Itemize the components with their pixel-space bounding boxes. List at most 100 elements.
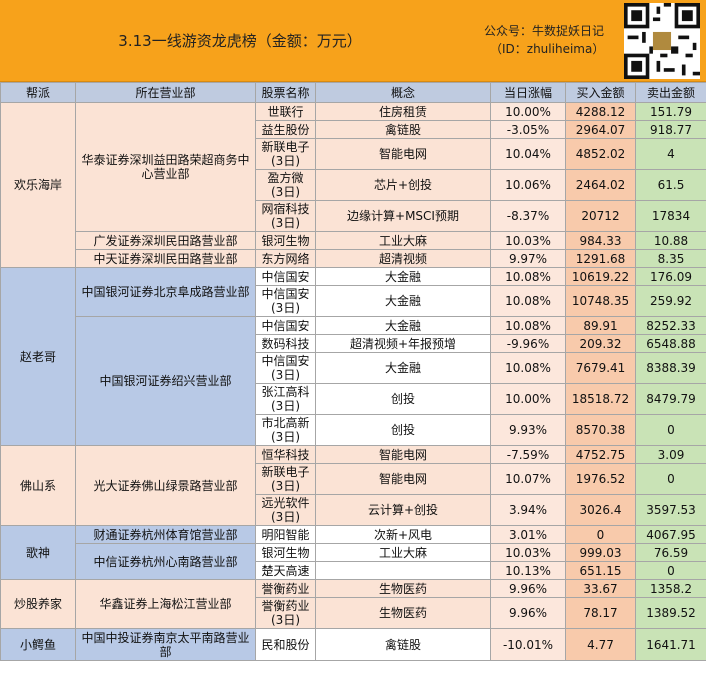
concept: 禽链股: [315, 120, 491, 139]
sell-amount: 61.5: [635, 169, 706, 201]
buy-amount: 89.91: [565, 316, 636, 335]
sell-amount: 3.09: [635, 445, 706, 464]
table-row: 中国银河证券绍兴营业部 中信国安 大金融 10.08% 89.91 8252.33: [1, 316, 706, 446]
account-name: 公众号：牛数捉妖日记: [484, 24, 605, 38]
change: 9.96%: [490, 579, 566, 598]
concept: 创投: [315, 414, 491, 446]
concept: 超清视频+年报预增: [315, 334, 491, 353]
faction: 赵老哥: [0, 267, 76, 446]
sell-amount: 176.09: [635, 267, 706, 286]
branch: 中国银河证券绍兴营业部: [75, 316, 256, 446]
stock-period: (3日): [271, 154, 300, 168]
sell-amount: 4: [635, 138, 706, 170]
faction: 佛山系: [0, 445, 76, 526]
stock-cell: 远光软件 (3日): [255, 494, 316, 526]
concept: 超清视频: [315, 249, 491, 268]
change: 9.96%: [490, 597, 566, 629]
stock-name: 恒华科技: [261, 447, 310, 462]
concept-text: 禽链股: [384, 122, 421, 137]
stock-period: (3日): [271, 510, 300, 524]
buy-amount: 33.67: [565, 579, 636, 598]
change: 3.94%: [490, 494, 566, 526]
concept-text: 工业大麻: [378, 233, 427, 248]
table-row: 市北高新 (3日) 创投 9.93% 8570.38 0: [1, 414, 706, 446]
change: 9.97%: [490, 249, 566, 268]
sell-amount: 76.59: [635, 543, 706, 562]
sell-amount: 6548.88: [635, 334, 706, 353]
table-body: 欢乐海岸 华泰证券深圳益田路荣超商务中心营业部 世联行 住房租赁 10.00% 4288.…: [0, 102, 706, 661]
concept-text: 芯片+创投: [373, 178, 433, 192]
change: -10.01%: [490, 628, 566, 661]
concept: 边缘计算+MSCI预期: [315, 200, 491, 232]
table-row: 歌神 财通证券杭州体育馆营业部 明阳智能 次新+风电 3.01% 0 4067.95: [0, 525, 706, 580]
sell-amount: 4067.95: [635, 525, 706, 544]
concept: 智能电网: [315, 445, 491, 464]
change: 10.06%: [490, 169, 566, 201]
stock-cell: 中信国安 (3日): [255, 352, 316, 384]
buy-amount: 3026.4: [565, 494, 636, 526]
buy-amount: 4288.12: [565, 102, 636, 121]
stock-cell: 盈方微 (3日): [255, 169, 316, 201]
qr-code: [624, 3, 700, 79]
stock-cell: 世联行: [255, 102, 316, 121]
buy-amount: 18518.72: [565, 383, 636, 415]
change: 10.03%: [490, 543, 566, 562]
buy-amount: 20712: [565, 200, 636, 232]
sell-amount: 8388.39: [635, 352, 706, 384]
change: -3.05%: [490, 120, 566, 139]
concept-text: 工业大麻: [378, 545, 427, 560]
concept-text: 云计算+创投: [367, 503, 439, 517]
change: 10.03%: [490, 231, 566, 250]
change: -7.59%: [490, 445, 566, 464]
change: 10.08%: [490, 316, 566, 335]
stock-cell: 银河生物: [255, 543, 316, 562]
stock-name: 银河生物: [261, 545, 310, 560]
concept: 芯片+创投: [315, 169, 491, 201]
change: 10.08%: [490, 352, 566, 384]
concept-text: 超清视频+年报预增: [349, 336, 457, 351]
table-row: 小鳄鱼 中国中投证券南京太平南路营业部 民和股份 禽链股 -10.01% 4.77 1641…: [0, 628, 706, 661]
stock-cell: 银河生物: [255, 231, 316, 250]
stock-name: 中信国安: [261, 354, 310, 368]
change: -9.96%: [490, 334, 566, 353]
concept-text: 大金融: [384, 269, 421, 284]
table-row: 中信国安 (3日) 大金融 10.08% 10748.35 259.92: [1, 285, 706, 317]
concept: 大金融: [315, 316, 491, 335]
table-row: 赵老哥 中国银河证券北京阜成路营业部 中信国安 大金融 10.08% 10619.22 17…: [0, 267, 706, 446]
sell-amount: 918.77: [635, 120, 706, 139]
change: 10.00%: [490, 383, 566, 415]
concept: 大金融: [315, 267, 491, 286]
concept-text: 创投: [390, 423, 415, 437]
stock-period: (3日): [271, 185, 300, 199]
buy-amount: 2964.07: [565, 120, 636, 139]
stock-name: 盈方微: [267, 171, 304, 185]
stock-cell: 中信国安: [255, 267, 316, 286]
column-header: 当日涨幅: [490, 82, 566, 103]
sell-amount: 8479.79: [635, 383, 706, 415]
column-header: 帮派: [0, 82, 76, 103]
table-row: 欢乐海岸 华泰证券深圳益田路荣超商务中心营业部 世联行 住房租赁 10.00% 4288.…: [0, 102, 706, 268]
stock-name: 益生股份: [261, 122, 310, 137]
concept-text: 大金融: [384, 361, 421, 375]
branch: 广发证券深圳民田路营业部: [75, 231, 256, 250]
stock-cell: 明阳智能: [255, 525, 316, 544]
stock-name: 网宿科技: [261, 202, 310, 216]
faction: 小鳄鱼: [0, 628, 76, 661]
buy-amount: 1291.68: [565, 249, 636, 268]
concept: 智能电网: [315, 138, 491, 170]
stock-cell: 民和股份: [255, 628, 316, 661]
buy-amount: 0: [565, 525, 636, 544]
change: 10.08%: [490, 267, 566, 286]
column-header: 卖出金额: [635, 82, 706, 103]
sell-amount: 0: [635, 561, 706, 580]
stock-cell: 中信国安 (3日): [255, 285, 316, 317]
stock-cell: 楚天高速: [255, 561, 316, 580]
buy-amount: 4752.75: [565, 445, 636, 464]
faction: 炒股养家: [0, 579, 76, 629]
table-row: 张江高科 (3日) 创投 10.00% 18518.72 8479.79: [1, 383, 706, 415]
account-info: 公众号：牛数捉妖日记 （ID：zhuliheima）: [484, 22, 624, 58]
header: 3.13一线游资龙虎榜（金额：万元） 公众号：牛数捉妖日记 （ID：zhulih…: [0, 0, 706, 82]
stock-name: 数码科技: [261, 336, 310, 351]
change: 10.04%: [490, 138, 566, 170]
table-row: 佛山系 光大证券佛山绿景路营业部 恒华科技 智能电网 -7.59% 4752.75 3.09: [0, 445, 706, 526]
